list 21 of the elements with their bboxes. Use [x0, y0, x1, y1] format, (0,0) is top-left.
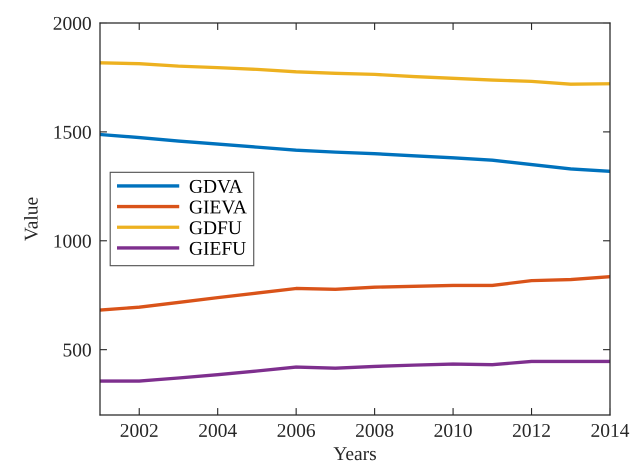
- legend-label: GIEVA: [190, 200, 247, 214]
- legend-label: GDFU: [190, 221, 242, 234]
- legend-label: GDVA: [190, 180, 242, 194]
- y-tick-label: 2000: [54, 16, 91, 30]
- x-tick-label: 2002: [120, 424, 158, 438]
- x-tick-label: 2004: [199, 424, 237, 438]
- line-series: [100, 360, 610, 383]
- x-tick-label: 2006: [278, 424, 316, 438]
- y-tick-label: 500: [64, 343, 91, 357]
- x-tick-label: 2014: [591, 424, 630, 438]
- x-tick-label: 2012: [512, 424, 550, 438]
- line-series: [100, 275, 610, 312]
- y-axis-title: Value: [24, 198, 38, 241]
- y-tick-label: 1000: [54, 234, 91, 248]
- x-axis-title: Years: [334, 447, 376, 460]
- legend-label: GIEFU: [190, 242, 246, 255]
- line-series: [100, 132, 610, 173]
- x-tick-label: 2010: [434, 424, 472, 438]
- y-tick-label: 1500: [54, 126, 91, 139]
- line-series: [100, 61, 610, 86]
- x-tick-label: 2008: [356, 424, 394, 438]
